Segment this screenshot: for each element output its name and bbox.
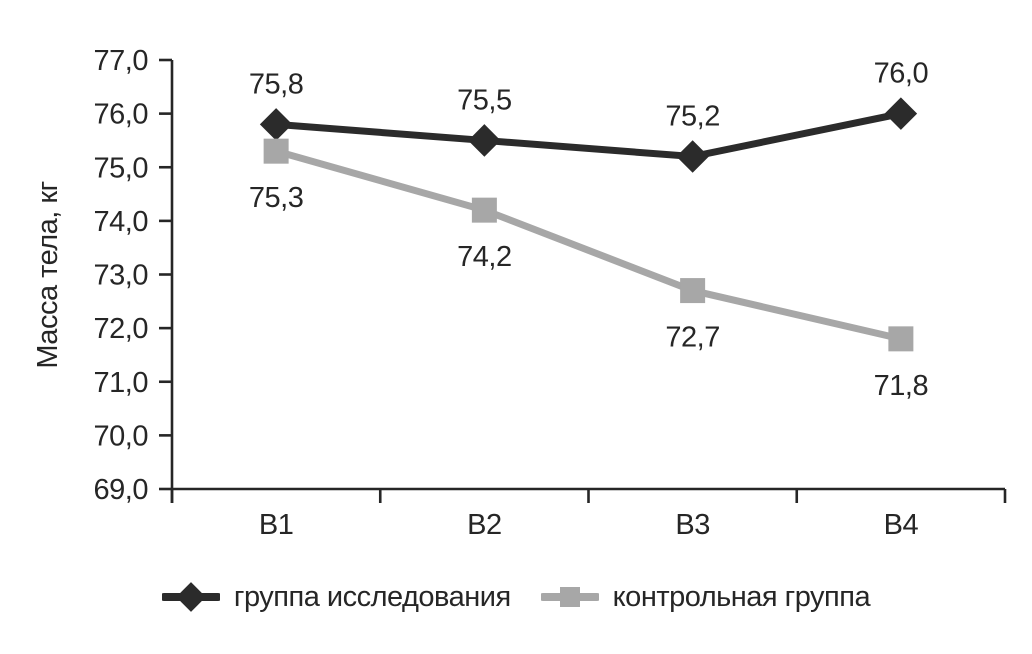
y-axis-tick-label: 77,0 [94,45,148,77]
data-label-control-group: 75,3 [249,182,303,214]
legend-item-study-group: группа исследования [161,580,511,614]
legend-item-control-group: контрольная группа [540,580,871,614]
square-marker-icon [888,326,914,352]
y-axis-tick-label: 73,0 [94,260,148,292]
series-line-study-group [275,110,902,161]
legend-diamond [176,582,206,612]
x-axis-category-label: В2 [467,509,501,540]
legend-diamond-marker-icon [161,582,220,612]
x-axis-category-label: В1 [259,509,293,540]
diamond-marker-icon [884,97,918,130]
legend-square [559,587,580,607]
y-axis-title: Масса тела, кг [32,181,64,368]
legend-label: группа исследования [233,580,511,613]
data-label-control-group: 71,8 [874,370,928,402]
diamond-marker-icon [676,140,709,173]
y-axis-tick-label: 72,0 [94,313,148,345]
legend-square-marker-icon [540,587,599,607]
x-axis-category-label: В4 [884,509,919,540]
chart-legend: группа исследования контрольная группа [0,580,1032,614]
data-label-study-group: 75,8 [249,68,303,100]
square-marker-icon [263,138,289,164]
y-axis-tick-label: 75,0 [94,152,148,184]
y-axis-tick-label: 74,0 [94,206,148,238]
data-label-study-group: 75,2 [665,101,719,133]
data-label-study-group: 76,0 [874,58,928,90]
series-line-control-group [275,147,902,343]
square-marker-icon [680,278,706,304]
y-axis-tick-label: 76,0 [94,99,148,131]
y-axis-tick-label: 70,0 [94,420,148,452]
y-axis-tick-label: 69,0 [94,474,148,506]
data-label-control-group: 74,2 [457,241,511,273]
square-marker-icon [471,197,497,223]
line-chart: 77,0 76,0 75,0 74,0 73,0 72,0 71,0 70,0 69,0 В1 В2… [32,45,1007,540]
y-axis-tick-label: 71,0 [94,367,148,399]
data-label-study-group: 75,5 [457,84,511,116]
data-label-control-group: 72,7 [665,322,719,354]
diamond-marker-icon [259,108,293,141]
legend-label: контрольная группа [612,580,871,613]
diamond-marker-icon [468,124,501,157]
x-axis-category-label: В3 [675,509,709,540]
